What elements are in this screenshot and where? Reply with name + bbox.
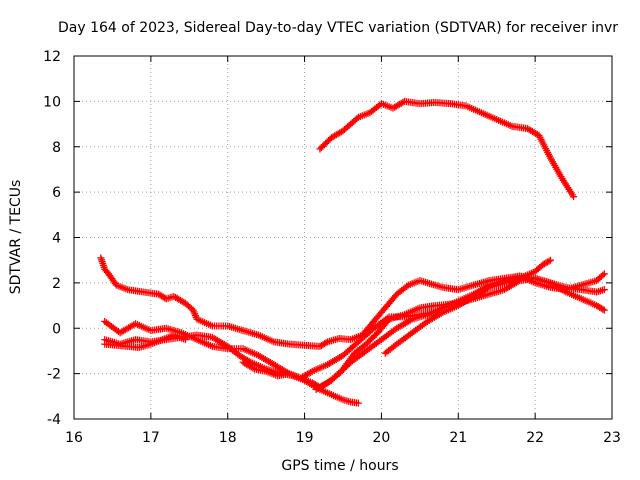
x-tick-label: 21: [449, 430, 467, 446]
data-point: [600, 306, 608, 314]
data-point: [354, 399, 362, 407]
data-point: [545, 257, 553, 265]
plot-frame: [73, 55, 613, 420]
y-tick-label: -4: [47, 412, 61, 428]
data-point: [600, 286, 608, 294]
x-tick-label: 18: [219, 430, 237, 446]
x-tick-label: 19: [296, 430, 314, 446]
y-tick-label: -2: [47, 367, 61, 383]
grid-lines: [73, 55, 613, 420]
data-point: [322, 339, 330, 347]
series-track-f: [312, 272, 608, 394]
series-track-a: [97, 254, 608, 350]
data-point: [547, 256, 555, 264]
x-tick-label: 16: [65, 430, 83, 446]
y-tick-label: 4: [52, 231, 61, 247]
series-track-d: [101, 331, 189, 352]
series-track-g: [381, 256, 555, 357]
y-tick-label: 2: [52, 276, 61, 292]
data-point: [403, 282, 411, 290]
x-tick-label: 17: [142, 430, 160, 446]
x-tick-label: 23: [603, 430, 621, 446]
data-series: [97, 97, 608, 407]
x-tick-label: 20: [373, 430, 391, 446]
data-point: [181, 336, 189, 344]
data-point: [249, 364, 257, 372]
y-tick-label: 6: [52, 185, 61, 201]
x-tick-label: 22: [526, 430, 544, 446]
data-point: [307, 368, 315, 376]
y-axis-label: SDTVAR / TECUs: [8, 180, 24, 295]
data-point: [599, 271, 607, 279]
data-point: [599, 305, 607, 313]
y-tick-label: 8: [52, 140, 61, 156]
y-tick-label: 10: [43, 94, 61, 110]
data-point: [570, 193, 578, 201]
data-point: [600, 270, 608, 278]
y-tick-labels: -4 -2 0 2 4 6 8 10 12: [43, 49, 61, 428]
series-track-h: [316, 97, 578, 201]
y-tick-label: 12: [43, 49, 61, 65]
x-tick-labels: 16 17 18 19 20 21 22 23: [65, 430, 621, 446]
chart-title: Day 164 of 2023, Sidereal Day-to-day VTE…: [58, 20, 618, 36]
x-axis-label: GPS time / hours: [281, 458, 398, 474]
y-tick-label: 0: [52, 321, 61, 337]
